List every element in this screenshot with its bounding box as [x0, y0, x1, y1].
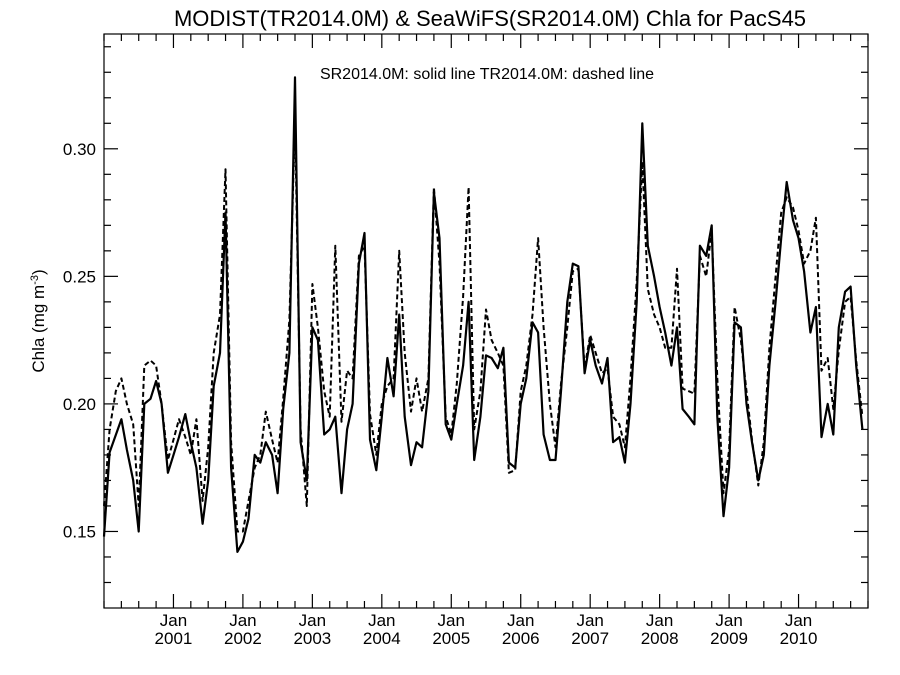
- x-tick-label-month: Jan: [438, 611, 465, 630]
- y-axis-label-main: Chla (mg m: [29, 285, 48, 373]
- chart-title: MODIST(TR2014.0M) & SeaWiFS(SR2014.0M) C…: [174, 6, 806, 31]
- x-tick-label-year: 2009: [710, 629, 748, 648]
- x-tick-label-month: Jan: [299, 611, 326, 630]
- y-tick-label: 0.30: [63, 140, 96, 159]
- y-axis-ticks: 0.15 0.20 0.25 0.30: [63, 46, 868, 584]
- y-axis-label: Chla (mg m-3): [29, 269, 48, 372]
- x-tick-label-year: 2005: [432, 629, 470, 648]
- x-tick-label-month: Jan: [715, 611, 742, 630]
- x-tick-label-year: 2001: [155, 629, 193, 648]
- x-axis-ticks: Jan2001Jan2002Jan2003Jan2004Jan2005Jan20…: [103, 34, 869, 648]
- y-tick-label: 0.20: [63, 395, 96, 414]
- x-tick-label-year: 2004: [363, 629, 401, 648]
- series-annotation: SR2014.0M: solid line TR2014.0M: dashed …: [320, 66, 654, 83]
- x-tick-label-year: 2003: [293, 629, 331, 648]
- x-tick-label-month: Jan: [368, 611, 395, 630]
- x-tick-label-year: 2002: [224, 629, 262, 648]
- y-axis-label-superscript: -3: [29, 275, 41, 285]
- x-tick-label-year: 2010: [780, 629, 818, 648]
- y-axis-label-end: ): [29, 269, 48, 275]
- series-line-tr2014-0m: [103, 117, 864, 533]
- y-tick-label: 0.25: [63, 267, 96, 286]
- x-tick-label-month: Jan: [507, 611, 534, 630]
- series-line-sr2014-0m: [102, 76, 864, 553]
- x-tick-label-year: 2008: [641, 629, 679, 648]
- x-tick-label-month: Jan: [160, 611, 187, 630]
- x-tick-label-month: Jan: [576, 611, 603, 630]
- y-tick-label: 0.15: [63, 522, 96, 541]
- x-tick-label-month: Jan: [785, 611, 812, 630]
- x-tick-label-year: 2007: [571, 629, 609, 648]
- x-tick-label-month: Jan: [229, 611, 256, 630]
- x-tick-label-year: 2006: [502, 629, 540, 648]
- x-tick-label-month: Jan: [646, 611, 673, 630]
- series-layer: [102, 76, 864, 553]
